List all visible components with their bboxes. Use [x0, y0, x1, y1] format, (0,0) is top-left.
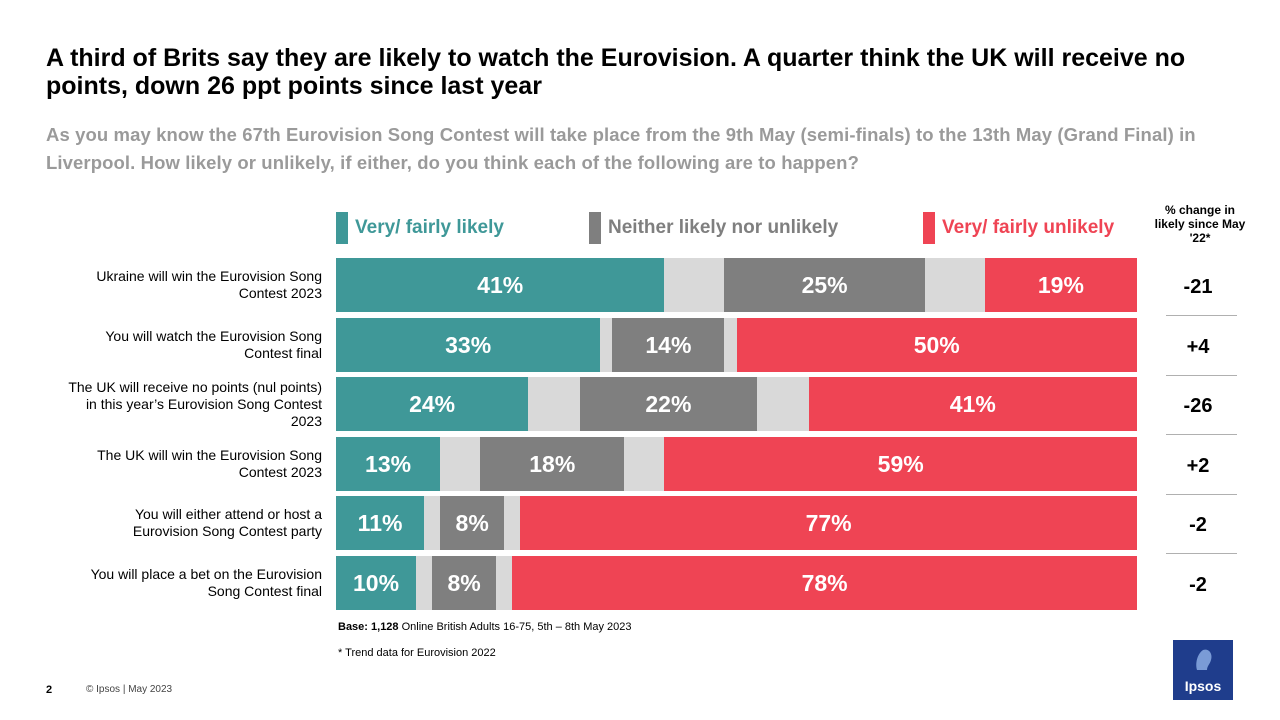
legend-label-neither: Neither likely nor unlikely: [608, 217, 839, 238]
page-number: 2: [46, 684, 53, 696]
bar-likely: 13%: [336, 437, 441, 491]
legend-swatch-likely: [336, 212, 348, 244]
bar-neither: 8%: [432, 556, 497, 610]
row-label-line: The UK will receive no points (nul point…: [68, 378, 322, 395]
row-label: Ukraine will win the Eurovision Song Cont…: [20, 258, 322, 312]
row-label-line: Contest 2023: [238, 464, 322, 480]
bar-unlikely: 59%: [664, 437, 1137, 491]
change-separator: [1166, 375, 1237, 376]
change-value: -26: [1183, 395, 1213, 417]
legend-neither: Neither likely nor unlikely: [589, 212, 838, 244]
bar-likely: 10%: [336, 556, 417, 610]
row-label: The UK will receive no points (nul point…: [20, 377, 322, 431]
change-column-header: % change in likely since May '22*: [1154, 203, 1246, 245]
bar-row: 13% 18% 59%: [336, 437, 1137, 491]
bar-row: 41% 25% 19%: [336, 258, 1137, 312]
bar-likely: 33%: [336, 318, 601, 372]
bar-unlikely: 19%: [984, 258, 1137, 312]
slide-subtitle: As you may know the 67th Eurovision Song…: [46, 124, 1196, 173]
row-label-line: Eurovision Song Contest party: [132, 523, 322, 539]
row-label: The UK will win the Eurovision Song Conte…: [20, 437, 322, 491]
row-label-line: 2023: [290, 412, 322, 429]
bar-neither: 18%: [480, 437, 625, 491]
row-label-line: Contest final: [244, 345, 322, 361]
change-separator: [1166, 434, 1237, 435]
bar-unlikely: 77%: [520, 496, 1137, 550]
legend-label-likely: Very/ fairly likely: [355, 217, 504, 238]
row-label-line: in this year’s Eurovision Song Contest: [85, 395, 322, 412]
row-label: You will either attend or host a Eurovisi…: [20, 496, 322, 550]
legend-swatch-unlikely: [923, 212, 935, 244]
bar-unlikely: 41%: [808, 377, 1137, 431]
row-label-line: You will either attend or host a: [134, 506, 322, 522]
bar-unlikely: 50%: [736, 318, 1137, 372]
trend-note: * Trend data for Eurovision 2022: [338, 647, 496, 659]
change-separator: [1166, 494, 1237, 495]
row-label-line: The UK will win the Eurovision Song: [97, 447, 322, 463]
bar-row: 10% 8% 78%: [336, 556, 1137, 610]
ipsos-logo-icon: [1196, 649, 1212, 670]
row-label-line: Song Contest final: [207, 583, 322, 599]
bar-likely: 11%: [336, 496, 425, 550]
bar-likely: 41%: [336, 258, 665, 312]
slide-title: A third of Brits say they are likely to …: [46, 44, 1186, 100]
row-label-line: You will place a bet on the Eurovision: [90, 566, 322, 582]
base-note: Base: 1,128 Online British Adults 16-75,…: [338, 621, 632, 633]
bar-neither: 14%: [612, 318, 725, 372]
legend-likely: Very/ fairly likely: [336, 212, 504, 244]
row-label-text: You will either attend or host a Eurovisi…: [133, 506, 322, 540]
row-label-text: You will place a bet on the Eurovision So…: [91, 566, 322, 600]
bar-row: 11% 8% 77%: [336, 496, 1137, 550]
row-label-text: The UK will win the Eurovision Song Conte…: [97, 447, 322, 481]
change-value: +2: [1186, 455, 1210, 477]
ipsos-logo: Ipsos: [1173, 640, 1233, 700]
row-label-text: Ukraine will win the Eurovision Song Cont…: [96, 268, 322, 302]
legend-label-unlikely: Very/ fairly unlikely: [942, 217, 1115, 238]
bar-unlikely: 78%: [512, 556, 1137, 610]
change-separator: [1166, 553, 1237, 554]
bar-neither: 25%: [724, 258, 925, 312]
change-value: -21: [1183, 276, 1213, 298]
bar-neither: 22%: [580, 377, 757, 431]
bar-row: 33% 14% 50%: [336, 318, 1137, 372]
row-label: You will watch the Eurovision Song Contes…: [20, 318, 322, 372]
row-label-text: The UK will receive no points (nul point…: [68, 379, 322, 430]
legend-unlikely: Very/ fairly unlikely: [923, 212, 1114, 244]
change-value: -2: [1189, 514, 1207, 536]
change-value: +4: [1186, 336, 1210, 358]
row-label-line: You will watch the Eurovision Song: [105, 328, 322, 344]
legend-swatch-neither: [589, 212, 601, 244]
ipsos-logo-text: Ipsos: [1184, 678, 1222, 694]
row-label-text: You will watch the Eurovision Song Contes…: [105, 328, 322, 362]
row-label-line: Ukraine will win the Eurovision Song: [96, 268, 322, 284]
change-separator: [1166, 315, 1237, 316]
bar-neither: 8%: [440, 496, 505, 550]
base-note-text: Online British Adults 16-75, 5th – 8th M…: [398, 621, 632, 633]
bar-likely: 24%: [336, 377, 529, 431]
footer-copyright: © Ipsos | May 2023: [86, 684, 173, 695]
row-label-line: Contest 2023: [238, 285, 322, 301]
change-value: -2: [1189, 574, 1207, 596]
base-note-bold: Base: 1,128: [338, 621, 399, 633]
bar-row: 24% 22% 41%: [336, 377, 1137, 431]
row-label: You will place a bet on the Eurovision So…: [20, 556, 322, 610]
